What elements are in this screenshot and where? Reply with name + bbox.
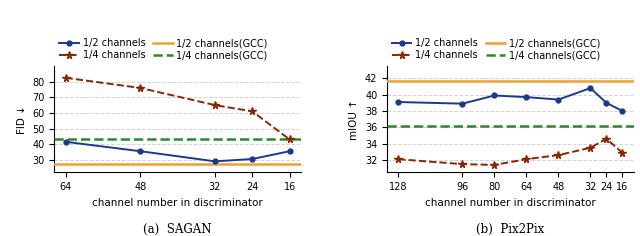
1/2 channels bbox=[602, 101, 610, 104]
Y-axis label: mIOU ↑: mIOU ↑ bbox=[349, 99, 360, 140]
1/4 channels bbox=[458, 163, 466, 165]
1/4 channels bbox=[602, 137, 610, 140]
1/2 channels bbox=[211, 160, 219, 163]
1/4 channels(GCC) bbox=[360, 138, 368, 141]
1/4 channels bbox=[248, 110, 256, 113]
1/2 channels bbox=[394, 101, 402, 103]
Legend: 1/2 channels, 1/4 channels, 1/2 channels(GCC), 1/4 channels(GCC): 1/2 channels, 1/4 channels, 1/2 channels… bbox=[392, 38, 600, 60]
1/4 channels bbox=[211, 104, 219, 106]
1/2 channels bbox=[522, 96, 530, 99]
1/2 channels bbox=[458, 102, 466, 105]
1/2 channels bbox=[490, 94, 498, 97]
1/4 channels bbox=[618, 151, 626, 154]
X-axis label: channel number in discriminator: channel number in discriminator bbox=[425, 198, 596, 207]
Line: 1/2 channels: 1/2 channels bbox=[396, 86, 625, 114]
1/2 channels bbox=[586, 87, 594, 89]
Text: (a)  SAGAN: (a) SAGAN bbox=[143, 223, 212, 236]
1/4 channels bbox=[490, 164, 498, 166]
Line: 1/2 channels: 1/2 channels bbox=[63, 139, 292, 164]
Y-axis label: FID ↓: FID ↓ bbox=[17, 105, 27, 134]
Line: 1/4 channels: 1/4 channels bbox=[394, 135, 626, 169]
1/4 channels bbox=[586, 146, 594, 149]
1/2 channels bbox=[618, 110, 626, 112]
1/2 channels bbox=[62, 140, 70, 143]
1/4 channels bbox=[522, 158, 530, 161]
1/4 channels bbox=[62, 76, 70, 79]
1/4 channels bbox=[136, 87, 144, 89]
1/4 channels(GCC) bbox=[356, 138, 364, 141]
Legend: 1/2 channels, 1/4 channels, 1/2 channels(GCC), 1/4 channels(GCC): 1/2 channels, 1/4 channels, 1/2 channels… bbox=[60, 38, 268, 60]
1/4 channels bbox=[286, 138, 294, 141]
1/4 channels bbox=[394, 158, 402, 161]
1/4 channels bbox=[554, 154, 562, 156]
1/2 channels(GCC) bbox=[356, 163, 364, 166]
1/2 channels(GCC) bbox=[360, 163, 368, 166]
Text: (b)  Pix2Pix: (b) Pix2Pix bbox=[476, 223, 545, 236]
1/2 channels bbox=[554, 98, 562, 101]
1/2 channels bbox=[286, 150, 294, 153]
X-axis label: channel number in discriminator: channel number in discriminator bbox=[92, 198, 263, 207]
Line: 1/4 channels: 1/4 channels bbox=[62, 74, 294, 143]
1/2 channels bbox=[248, 158, 256, 160]
1/2 channels bbox=[136, 150, 144, 153]
